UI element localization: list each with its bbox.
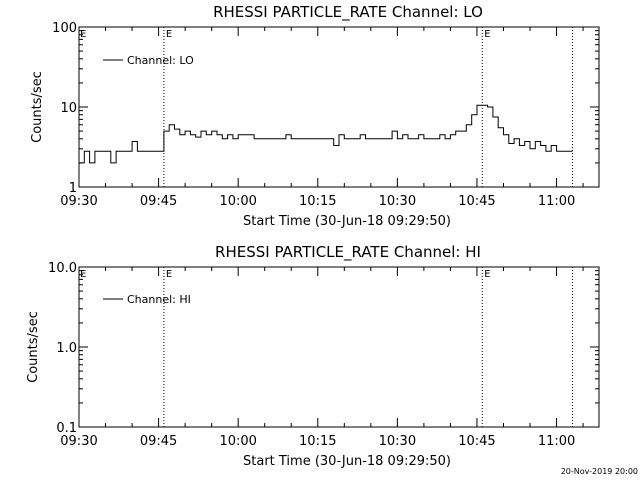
x-tick-label: 11:00 [538, 194, 575, 209]
y-axis-label: Counts/sec [30, 71, 45, 143]
event-marker-label: E [80, 269, 86, 280]
x-tick-label: 10:00 [219, 194, 256, 209]
event-marker-label: E [80, 29, 86, 40]
y-tick-label: 1.0 [56, 341, 77, 356]
x-tick-label: 10:45 [458, 434, 495, 449]
y-tick-label: 10 [60, 101, 77, 116]
event-marker-label: E [166, 29, 172, 40]
x-tick-label: 10:15 [299, 434, 336, 449]
y-tick-label: 10.0 [48, 261, 77, 276]
x-tick-label: 10:30 [379, 194, 416, 209]
x-axis-label: Start Time (30-Jun-18 09:29:50) [243, 214, 451, 229]
chart-title: RHESSI PARTICLE_RATE Channel: LO [213, 3, 483, 22]
x-tick-label: 10:15 [299, 194, 336, 209]
legend-entry: Channel: HI [127, 293, 191, 306]
panel-hi: RHESSI PARTICLE_RATE Channel: HI Counts/… [26, 243, 600, 469]
x-tick-label: 09:30 [60, 194, 97, 209]
panel-lo: RHESSI PARTICLE_RATE Channel: LO Counts/… [30, 3, 600, 229]
plot-frame [78, 266, 600, 428]
x-axis-label: Start Time (30-Jun-18 09:29:50) [243, 454, 451, 469]
date-stamp: 20-Nov-2019 20:00 [561, 467, 638, 476]
y-tick-label: 0.1 [56, 421, 77, 436]
x-tick-label: 10:00 [219, 434, 256, 449]
plot-frame [78, 26, 600, 188]
x-tick-label: 11:00 [538, 434, 575, 449]
x-tick-label: 09:30 [60, 434, 97, 449]
x-tick-label: 09:45 [140, 434, 177, 449]
x-tick-label: 09:45 [140, 194, 177, 209]
legend-entry: Channel: LO [127, 54, 194, 67]
x-tick-label: 10:30 [379, 434, 416, 449]
event-marker-label: E [484, 269, 490, 280]
y-axis-label: Counts/sec [26, 311, 41, 383]
event-marker-label: E [484, 29, 490, 40]
y-tick-label: 100 [52, 21, 77, 36]
chart-title: RHESSI PARTICLE_RATE Channel: HI [215, 243, 481, 262]
event-marker-label: E [166, 269, 172, 280]
x-tick-label: 10:45 [458, 194, 495, 209]
series-line [79, 104, 573, 164]
y-tick-label: 1 [69, 181, 77, 196]
